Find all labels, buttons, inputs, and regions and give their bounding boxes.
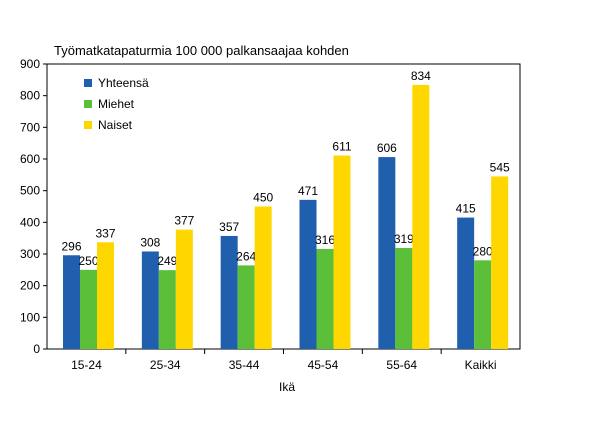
x-tick-label: 15-24 (71, 358, 102, 372)
y-tick-label: 700 (20, 120, 40, 134)
chart-title: Työmatkatapaturmia 100 000 palkansaajaa … (54, 43, 349, 58)
data-label: 611 (332, 140, 351, 154)
legend-swatch (84, 79, 92, 87)
bar-naiset-55-64 (412, 84, 430, 350)
data-label: 337 (95, 226, 115, 240)
y-tick-label: 200 (20, 279, 40, 293)
data-label: 280 (473, 244, 493, 258)
data-label: 377 (174, 214, 194, 228)
bar-miehet-35-44 (237, 265, 255, 349)
data-label: 357 (219, 220, 239, 234)
data-label: 471 (298, 184, 318, 198)
data-label: 415 (456, 202, 476, 216)
x-tick-label: 25-34 (150, 358, 181, 372)
x-axis-label: Ikä (279, 380, 295, 394)
data-label: 545 (490, 160, 510, 174)
bar-miehet-kaikki (474, 260, 492, 349)
y-tick-label: 0 (33, 342, 40, 356)
y-tick-label: 100 (20, 310, 40, 324)
data-label: 606 (377, 141, 397, 155)
legend-label: Miehet (98, 97, 135, 111)
bar-miehet-55-64 (395, 247, 413, 349)
bar-yhteensä-55-64 (378, 157, 396, 349)
x-tick-label: 45-54 (308, 358, 339, 372)
bar-naiset-45-54 (333, 155, 351, 349)
bar-naiset-25-34 (175, 229, 193, 349)
data-label: 316 (315, 233, 335, 247)
legend-box (78, 67, 176, 134)
data-label: 308 (140, 235, 160, 249)
data-label: 264 (236, 249, 256, 263)
data-label: 319 (394, 232, 414, 246)
y-tick-label: 900 (20, 57, 40, 71)
data-label: 250 (78, 254, 98, 268)
legend-label: Yhteensä (98, 76, 149, 90)
data-label: 249 (157, 254, 177, 268)
legend-label: Naiset (98, 118, 133, 132)
bar-yhteensä-35-44 (220, 235, 238, 349)
bar-yhteensä-kaikki (457, 217, 475, 349)
data-label: 296 (61, 239, 81, 253)
legend-swatch (84, 100, 92, 108)
bar-miehet-45-54 (316, 248, 334, 349)
x-tick-label: 35-44 (229, 358, 260, 372)
bar-yhteensä-45-54 (299, 199, 317, 349)
bar-miehet-15-24 (80, 269, 97, 349)
bar-naiset-15-24 (97, 242, 114, 349)
legend-swatch (84, 121, 92, 129)
data-label: 450 (253, 191, 273, 205)
legend: Yhteensä Miehet Naiset (78, 67, 176, 134)
y-tick-label: 600 (20, 152, 40, 166)
bar-yhteensä-15-24 (63, 255, 80, 349)
x-tick-label: Kaikki (465, 358, 497, 372)
y-tick-label: 400 (20, 215, 40, 229)
bar-naiset-35-44 (254, 206, 272, 349)
bar-naiset-kaikki (491, 176, 509, 349)
y-tick-label: 500 (20, 184, 40, 198)
x-tick-label: 55-64 (386, 358, 417, 372)
bar-yhteensä-25-34 (141, 251, 159, 349)
y-tick-label: 800 (20, 89, 40, 103)
data-label: 834 (411, 69, 431, 83)
bar-miehet-25-34 (158, 270, 176, 349)
y-tick-label: 300 (20, 247, 40, 261)
